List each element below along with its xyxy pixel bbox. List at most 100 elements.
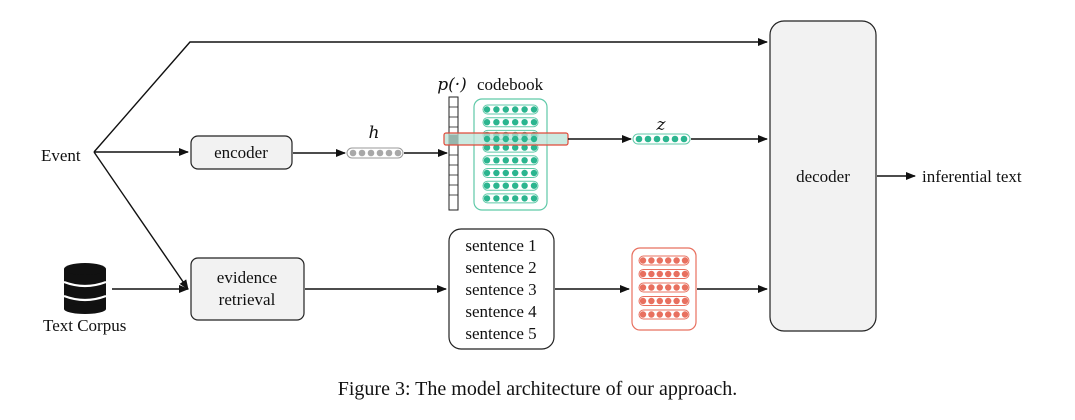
sentence-3: sentence 3: [465, 280, 536, 299]
text-corpus-label: Text Corpus: [43, 316, 126, 335]
codebook-entry: [482, 104, 539, 115]
sentence-2: sentence 2: [465, 258, 536, 277]
prob-column: [448, 96, 459, 211]
vector-dot: [493, 106, 500, 113]
codebook-entry: [482, 193, 539, 204]
vector-dot: [530, 169, 538, 177]
vector-dot: [673, 311, 680, 318]
vector-dot: [483, 157, 491, 164]
evidence-encoding: [631, 247, 697, 331]
evidence-retrieval-line2: retrieval: [219, 290, 276, 309]
arrow-event-to-retrieval: [93, 151, 189, 290]
vector-dot: [681, 257, 689, 264]
encoder-label: encoder: [214, 143, 268, 162]
decoder-label: decoder: [796, 167, 850, 186]
vector-dot: [639, 284, 647, 291]
vector-dot: [530, 106, 538, 113]
vector-dot: [521, 182, 528, 189]
vector-dot: [502, 195, 509, 202]
vector-dot: [665, 311, 672, 318]
vector-dot: [521, 169, 528, 177]
decoder-box: [769, 20, 877, 332]
evidence-entry: [638, 255, 690, 266]
vector-dot: [648, 311, 655, 318]
codebook-entry: [482, 155, 539, 166]
vector-dot: [648, 270, 655, 278]
sentence-4: sentence 4: [465, 302, 537, 321]
vector-dot: [673, 270, 680, 278]
vector-dot: [493, 119, 500, 126]
evidence-retrieval-box: [190, 257, 305, 321]
figure-caption: Figure 3: The model architecture of our …: [337, 378, 738, 400]
codebook-entry: [482, 168, 539, 178]
vector-dot: [521, 106, 528, 113]
vector-dot: [493, 195, 500, 202]
h-vector: [346, 147, 404, 159]
vector-dot: [483, 119, 491, 126]
vector-dot: [512, 157, 519, 164]
evidence-entry: [638, 309, 690, 320]
z-label: z: [656, 115, 667, 135]
vector-dot: [502, 157, 509, 164]
vector-dot: [502, 119, 509, 126]
vector-dot: [512, 119, 519, 126]
vector-dot: [483, 182, 491, 189]
sentence-1: sentence 1: [465, 236, 536, 255]
vector-dot: [512, 169, 519, 177]
vector-dot: [512, 182, 519, 189]
event-label: Event: [41, 146, 81, 165]
vector-dot: [521, 195, 528, 202]
vector-dot: [530, 144, 538, 151]
prob-label: p(·): [437, 75, 467, 95]
vector-dot: [502, 106, 509, 113]
vector-dot: [639, 311, 647, 318]
vector-dot: [673, 284, 680, 291]
z-vector: [632, 133, 691, 145]
vector-dot: [483, 106, 491, 113]
vector-dot: [493, 169, 500, 177]
vector-dot: [648, 284, 655, 291]
vector-dot: [521, 119, 528, 126]
vector-dot: [639, 297, 647, 305]
vector-dot: [493, 157, 500, 164]
architecture-diagram: Event Text Corpus encoder h p(·): [41, 20, 1022, 350]
vector-dot: [656, 297, 663, 305]
vector-dot: [656, 257, 663, 264]
vector-dot: [483, 169, 491, 177]
evidence-retrieval-line1: evidence: [217, 268, 277, 287]
vector-dot: [681, 311, 689, 318]
selected-code-dot: [521, 135, 528, 143]
codebook-entry: [482, 117, 539, 128]
vector-dot: [493, 182, 500, 189]
vector-dot: [502, 182, 509, 189]
vector-dot: [502, 169, 509, 177]
vector-dot: [665, 270, 672, 278]
evidence-entry: [638, 269, 690, 279]
vector-dot: [673, 257, 680, 264]
vector-dot: [530, 157, 538, 164]
vector-dot: [681, 297, 689, 305]
output-label: inferential text: [922, 167, 1022, 186]
vector-dot: [665, 284, 672, 291]
codebook-entry: [482, 180, 539, 191]
vector-dot: [521, 157, 528, 164]
vector-dot: [673, 297, 680, 305]
vector-dot: [512, 195, 519, 202]
vector-dot: [681, 270, 689, 278]
vector-dot: [656, 311, 663, 318]
vector-dot: [493, 144, 500, 151]
vector-dot: [648, 297, 655, 305]
selected-code-dot: [530, 135, 538, 143]
vector-dot: [665, 257, 672, 264]
arrow-event-to-decoder: [93, 38, 768, 153]
selected-code-dot: [512, 135, 519, 143]
vector-dot: [530, 119, 538, 126]
evidence-entry: [638, 296, 690, 306]
vector-dot: [512, 106, 519, 113]
encoder-box: [190, 135, 293, 170]
selected-code-dot: [502, 135, 509, 143]
vector-dot: [530, 182, 538, 189]
vector-dot: [483, 144, 491, 151]
selected-code-dot: [483, 135, 491, 143]
h-label: h: [369, 123, 380, 143]
